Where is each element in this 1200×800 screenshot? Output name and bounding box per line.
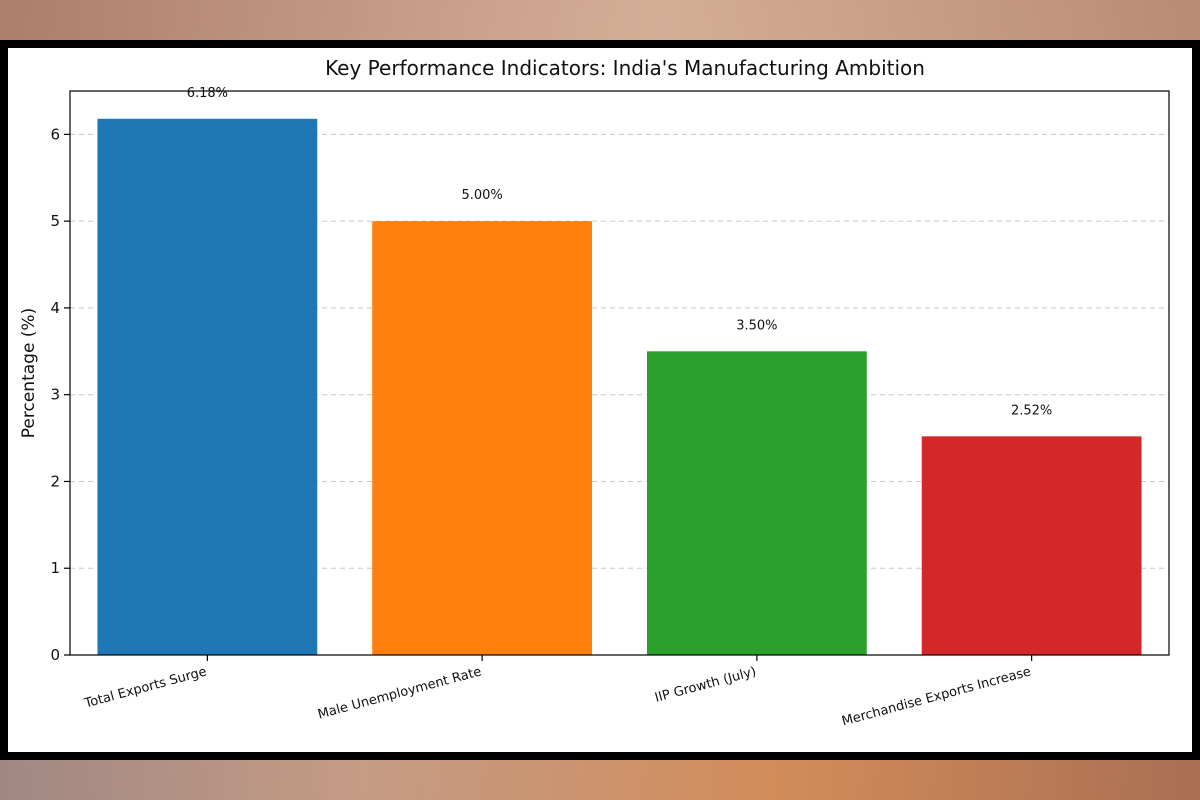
y-tick-label: 2 [50,472,60,490]
y-axis-ticks: 0 1 2 3 4 5 6 [50,125,70,664]
bar-chart: Key Performance Indicators: India's Manu… [19,56,1170,729]
y-tick-label: 3 [50,386,60,404]
x-axis-ticks: Total Exports Surge Male Unemployment Rat… [82,655,1033,729]
bar-merchandise-exports-increase [921,436,1142,655]
value-label: 5.00% [461,188,502,203]
y-tick-label: 1 [50,559,60,577]
value-label: 6.18% [187,86,228,101]
value-label: 2.52% [1011,403,1052,418]
chart-canvas: Key Performance Indicators: India's Manu… [8,48,1192,752]
y-tick-label: 0 [50,646,60,664]
x-tick-label: Male Unemployment Rate [316,664,483,722]
x-tick-label: IIP Growth (July) [653,664,758,705]
y-axis-label: Percentage (%) [19,308,39,438]
background-bottom [0,760,1200,800]
y-tick-label: 6 [50,125,60,143]
bar-total-exports-surge [97,118,318,655]
x-tick-label: Merchandise Exports Increase [840,664,1032,729]
y-tick-label: 5 [50,212,60,230]
y-tick-label: 4 [50,299,60,317]
bars [97,118,1142,655]
background-top [0,0,1200,40]
x-tick-label: Total Exports Surge [82,664,208,711]
plot-area-border [69,90,1170,656]
chart-title: Key Performance Indicators: India's Manu… [325,56,925,80]
chart-frame: Key Performance Indicators: India's Manu… [0,40,1200,760]
value-label: 3.50% [736,318,777,333]
bar-iip-growth-july [646,351,867,655]
value-labels: 6.18% 5.00% 3.50% 2.52% [187,86,1053,419]
bar-male-unemployment-rate [372,221,593,655]
